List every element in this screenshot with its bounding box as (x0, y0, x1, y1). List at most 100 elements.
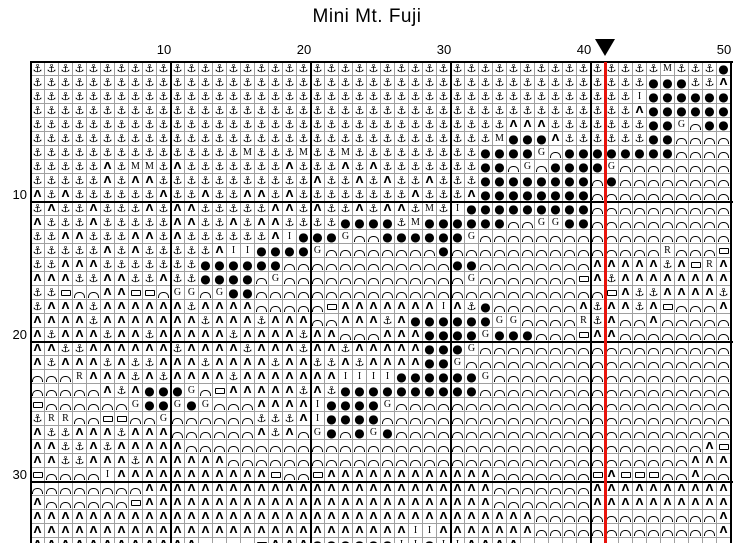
letter-g-symbol: G (605, 160, 619, 174)
filled-dot-symbol: ● (437, 356, 451, 370)
caret-symbol: Λ (353, 174, 367, 188)
caret-symbol: Λ (591, 272, 605, 286)
caret-symbol: Λ (717, 496, 731, 510)
grid-cell (45, 482, 59, 496)
caret-symbol: Λ (661, 286, 675, 300)
caret-symbol: Λ (213, 468, 227, 482)
anchor-symbol: ⚓ (213, 160, 227, 174)
grid-cell (395, 286, 409, 300)
caret-symbol: Λ (465, 468, 479, 482)
grid-cell (549, 524, 563, 538)
grid-cell (465, 356, 479, 370)
anchor-symbol: ⚓ (101, 230, 115, 244)
grid-cell (703, 132, 717, 146)
filled-dot-symbol: ● (563, 216, 577, 230)
grid-cell (493, 272, 507, 286)
filled-dot-symbol: ● (465, 258, 479, 272)
grid-cell (521, 314, 535, 328)
arc-symbol-icon (648, 375, 659, 382)
arc-symbol-icon (620, 417, 631, 424)
grid-cell (703, 202, 717, 216)
box-symbol-icon (130, 499, 141, 506)
grid-cell (45, 496, 59, 510)
arc-symbol-icon (312, 305, 323, 312)
anchor-symbol: ⚓ (143, 146, 157, 160)
caret-symbol: Λ (381, 328, 395, 342)
anchor-symbol: ⚓ (437, 132, 451, 146)
arc-symbol-icon (536, 263, 547, 270)
arc-symbol-icon (298, 277, 309, 284)
arc-symbol-icon (424, 417, 435, 424)
arc-symbol-icon (662, 515, 673, 522)
anchor-symbol: ⚓ (115, 230, 129, 244)
arc-symbol-icon (438, 403, 449, 410)
arc-symbol-icon (494, 389, 505, 396)
grid-cell (577, 230, 591, 244)
filled-dot-symbol: ● (535, 188, 549, 202)
caret-symbol: Λ (353, 300, 367, 314)
caret-symbol: Λ (115, 272, 129, 286)
caret-symbol: Λ (619, 258, 633, 272)
grid-cell (549, 272, 563, 286)
caret-symbol: Λ (87, 370, 101, 384)
filled-dot-symbol: ● (661, 146, 675, 160)
arc-symbol-icon (648, 235, 659, 242)
caret-symbol: Λ (171, 356, 185, 370)
caret-symbol: Λ (157, 510, 171, 524)
anchor-symbol: ⚓ (619, 76, 633, 90)
filled-dot-symbol: ● (297, 230, 311, 244)
caret-symbol: Λ (129, 314, 143, 328)
anchor-symbol: ⚓ (339, 342, 353, 356)
arc-symbol-icon (522, 445, 533, 452)
grid-cell (465, 286, 479, 300)
caret-symbol: Λ (227, 524, 241, 538)
arc-symbol-icon (648, 529, 659, 536)
caret-symbol: Λ (423, 300, 437, 314)
arc-symbol-icon (606, 417, 617, 424)
filled-dot-symbol: ● (647, 76, 661, 90)
caret-symbol: Λ (395, 328, 409, 342)
anchor-symbol: ⚓ (381, 314, 395, 328)
grid-cell (675, 398, 689, 412)
grid-cell (45, 398, 59, 412)
caret-symbol: Λ (157, 524, 171, 538)
caret-symbol: Λ (297, 314, 311, 328)
anchor-symbol: ⚓ (115, 118, 129, 132)
grid-cell (703, 188, 717, 202)
arc-symbol-icon (550, 459, 561, 466)
box-symbol-icon (326, 303, 337, 310)
letter-g-symbol: G (465, 342, 479, 356)
arc-symbol-icon (256, 277, 267, 284)
anchor-symbol: ⚓ (241, 104, 255, 118)
anchor-symbol: ⚓ (213, 76, 227, 90)
grid-cell (605, 202, 619, 216)
arc-symbol-icon (550, 375, 561, 382)
arc-symbol-icon (438, 291, 449, 298)
caret-symbol: Λ (269, 482, 283, 496)
anchor-symbol: ⚓ (241, 174, 255, 188)
grid-cell (507, 468, 521, 482)
caret-symbol: Λ (717, 510, 731, 524)
grid-cell (353, 258, 367, 272)
arc-symbol-icon (466, 417, 477, 424)
arc-symbol-icon (452, 459, 463, 466)
anchor-symbol: ⚓ (381, 90, 395, 104)
grid-cell (591, 538, 605, 543)
anchor-symbol: ⚓ (353, 356, 367, 370)
caret-symbol: Λ (101, 272, 115, 286)
grid-cell (633, 510, 647, 524)
grid-cell (283, 258, 297, 272)
grid-cell (269, 440, 283, 454)
caret-symbol: Λ (395, 524, 409, 538)
grid-cell (31, 468, 45, 482)
grid-cell (535, 454, 549, 468)
arc-symbol-icon (578, 487, 589, 494)
anchor-symbol: ⚓ (171, 90, 185, 104)
grid-cell (591, 398, 605, 412)
arc-symbol-icon (494, 501, 505, 508)
grid-cell (689, 230, 703, 244)
arc-symbol-icon (620, 221, 631, 228)
caret-symbol: Λ (283, 496, 297, 510)
filled-dot-symbol: ● (507, 188, 521, 202)
anchor-symbol: ⚓ (213, 216, 227, 230)
